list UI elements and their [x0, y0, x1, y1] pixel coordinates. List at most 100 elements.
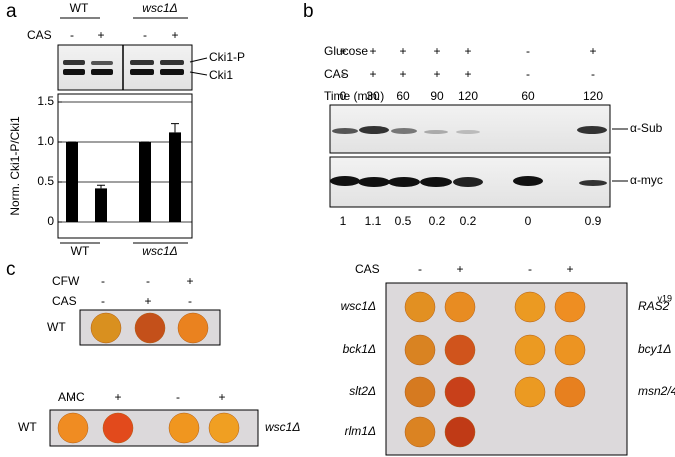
- row-label: CAS: [52, 294, 77, 308]
- y-axis-label: Norm. Cki1-P/Cki1: [8, 116, 22, 216]
- colony-spot: [444, 416, 476, 448]
- panel-label: a: [6, 1, 17, 22]
- row-label: AMC: [58, 390, 85, 404]
- bands: [63, 60, 184, 75]
- strain-label: RAS2: [638, 299, 670, 313]
- bar: [66, 142, 78, 222]
- label: +: [186, 274, 193, 288]
- colony-spot: [404, 334, 436, 366]
- label: +: [589, 44, 596, 58]
- label: 1.1: [365, 214, 382, 228]
- label: 0.5: [395, 214, 412, 228]
- colony-spot: [444, 291, 476, 323]
- label: rlm1Δ: [345, 424, 376, 438]
- label: 60: [396, 89, 410, 103]
- label: 30: [366, 89, 380, 103]
- label: -: [71, 390, 75, 404]
- label: 120: [458, 89, 478, 103]
- row-label: CAS: [324, 67, 349, 81]
- label: wsc1Δ: [341, 299, 376, 313]
- label: +: [433, 67, 440, 81]
- panel-label: c: [6, 259, 16, 280]
- label: bck1Δ: [343, 342, 376, 356]
- label: 0: [525, 214, 532, 228]
- group-label: wsc1Δ: [142, 1, 177, 15]
- colony-spot: [404, 376, 436, 408]
- label: -: [146, 274, 150, 288]
- label: 0.2: [429, 214, 446, 228]
- row-label: CFW: [52, 274, 80, 288]
- superscript: v19: [657, 293, 672, 303]
- band-label: Cki1-P: [209, 50, 245, 64]
- colony-spot: [444, 334, 476, 366]
- bands: [330, 126, 607, 187]
- panel-label: b: [303, 1, 314, 22]
- label: +: [369, 44, 376, 58]
- western-blot: [57, 44, 193, 91]
- error-bar: [97, 184, 105, 189]
- colony-spot: [90, 312, 122, 344]
- strain-label: bcy1Δ: [638, 342, 671, 356]
- label: +: [464, 67, 471, 81]
- label: -: [143, 28, 147, 42]
- group-label: wsc1Δ: [142, 244, 177, 258]
- colony-spot: [554, 376, 586, 408]
- y-tick-label: 1.0: [37, 134, 54, 148]
- label: 60: [521, 89, 535, 103]
- colony-spot: [444, 376, 476, 408]
- strain-label: WT: [47, 320, 66, 334]
- label: -: [341, 67, 345, 81]
- label: +: [566, 262, 573, 276]
- strain-label: WT: [18, 420, 37, 434]
- label: 0.2: [460, 214, 477, 228]
- label: +: [369, 67, 376, 81]
- strain-label: msn2/4Δ: [638, 384, 675, 398]
- label: +: [144, 294, 151, 308]
- colony-spot: [102, 412, 134, 444]
- error-bar: [171, 123, 179, 133]
- label: -: [526, 44, 530, 58]
- label: -: [591, 67, 595, 81]
- colony-spot: [514, 291, 546, 323]
- colony-spot: [554, 291, 586, 323]
- label: +: [433, 44, 440, 58]
- label: +: [456, 262, 463, 276]
- colony-spot: [134, 312, 166, 344]
- band-label: Cki1: [209, 68, 233, 82]
- strain-label: wsc1Δ: [265, 420, 300, 434]
- colony-spot: [208, 412, 240, 444]
- row-label: Time (min.): [324, 89, 384, 103]
- colony-spot: [554, 334, 586, 366]
- row-label: CAS: [355, 262, 380, 276]
- colony-spot: [404, 291, 436, 323]
- group-label: WT: [70, 1, 89, 15]
- label: -: [188, 294, 192, 308]
- label: -: [101, 294, 105, 308]
- colony-spot: [404, 416, 436, 448]
- label: 0.9: [585, 214, 602, 228]
- label: +: [218, 390, 225, 404]
- bar: [95, 188, 107, 222]
- row-label: CAS: [27, 28, 52, 42]
- y-tick-label: 0.5: [37, 174, 54, 188]
- label: 120: [583, 89, 603, 103]
- colony-spot: [514, 376, 546, 408]
- group-label: WT: [71, 244, 90, 258]
- y-tick-label: 0: [47, 214, 54, 228]
- blot-label: α-Sub: [630, 121, 663, 135]
- blot-label: α-myc: [630, 173, 663, 187]
- label: +: [97, 28, 104, 42]
- label: +: [171, 28, 178, 42]
- arrow: [189, 71, 208, 76]
- colony-spot: [57, 412, 89, 444]
- label: -: [526, 67, 530, 81]
- bar: [139, 142, 151, 222]
- bar: [169, 132, 181, 222]
- label: +: [399, 67, 406, 81]
- label: -: [101, 274, 105, 288]
- label: +: [339, 44, 346, 58]
- label: -: [528, 262, 532, 276]
- row-label: Glucose: [324, 44, 368, 58]
- label: 1: [340, 214, 347, 228]
